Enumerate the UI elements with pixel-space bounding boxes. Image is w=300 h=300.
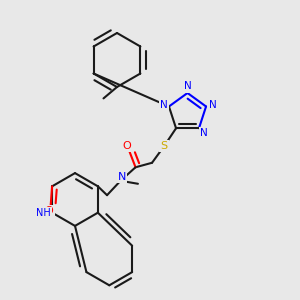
Text: S: S	[160, 141, 168, 151]
Text: N: N	[184, 81, 191, 92]
Text: NH: NH	[36, 208, 51, 218]
Text: O: O	[122, 141, 131, 151]
Text: N: N	[160, 100, 167, 110]
Text: N: N	[200, 128, 208, 138]
Text: N: N	[209, 100, 217, 110]
Text: O: O	[45, 206, 53, 216]
Text: N: N	[118, 172, 126, 182]
